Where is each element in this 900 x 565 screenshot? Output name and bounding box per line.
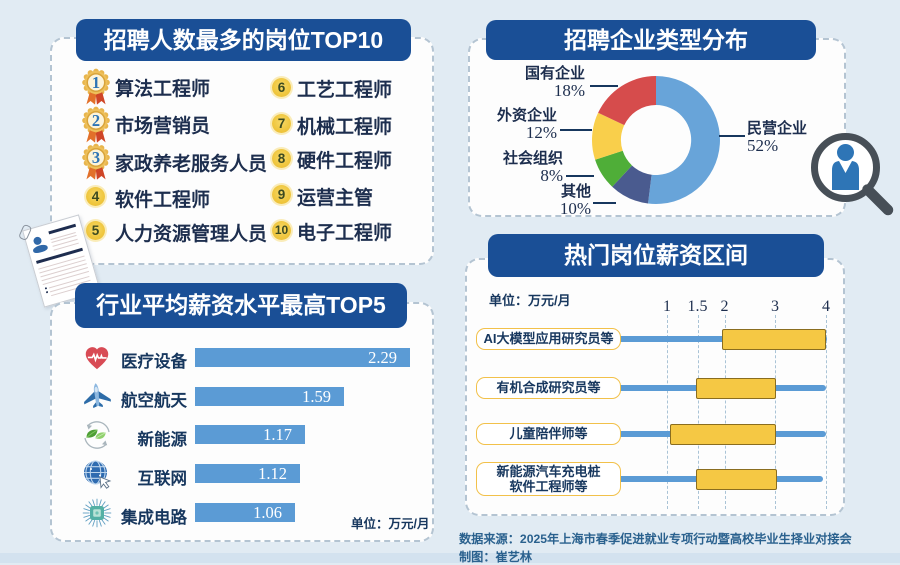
svg-text:3: 3	[92, 148, 100, 167]
svg-text:1: 1	[92, 73, 100, 92]
svg-text:2: 2	[92, 111, 100, 130]
